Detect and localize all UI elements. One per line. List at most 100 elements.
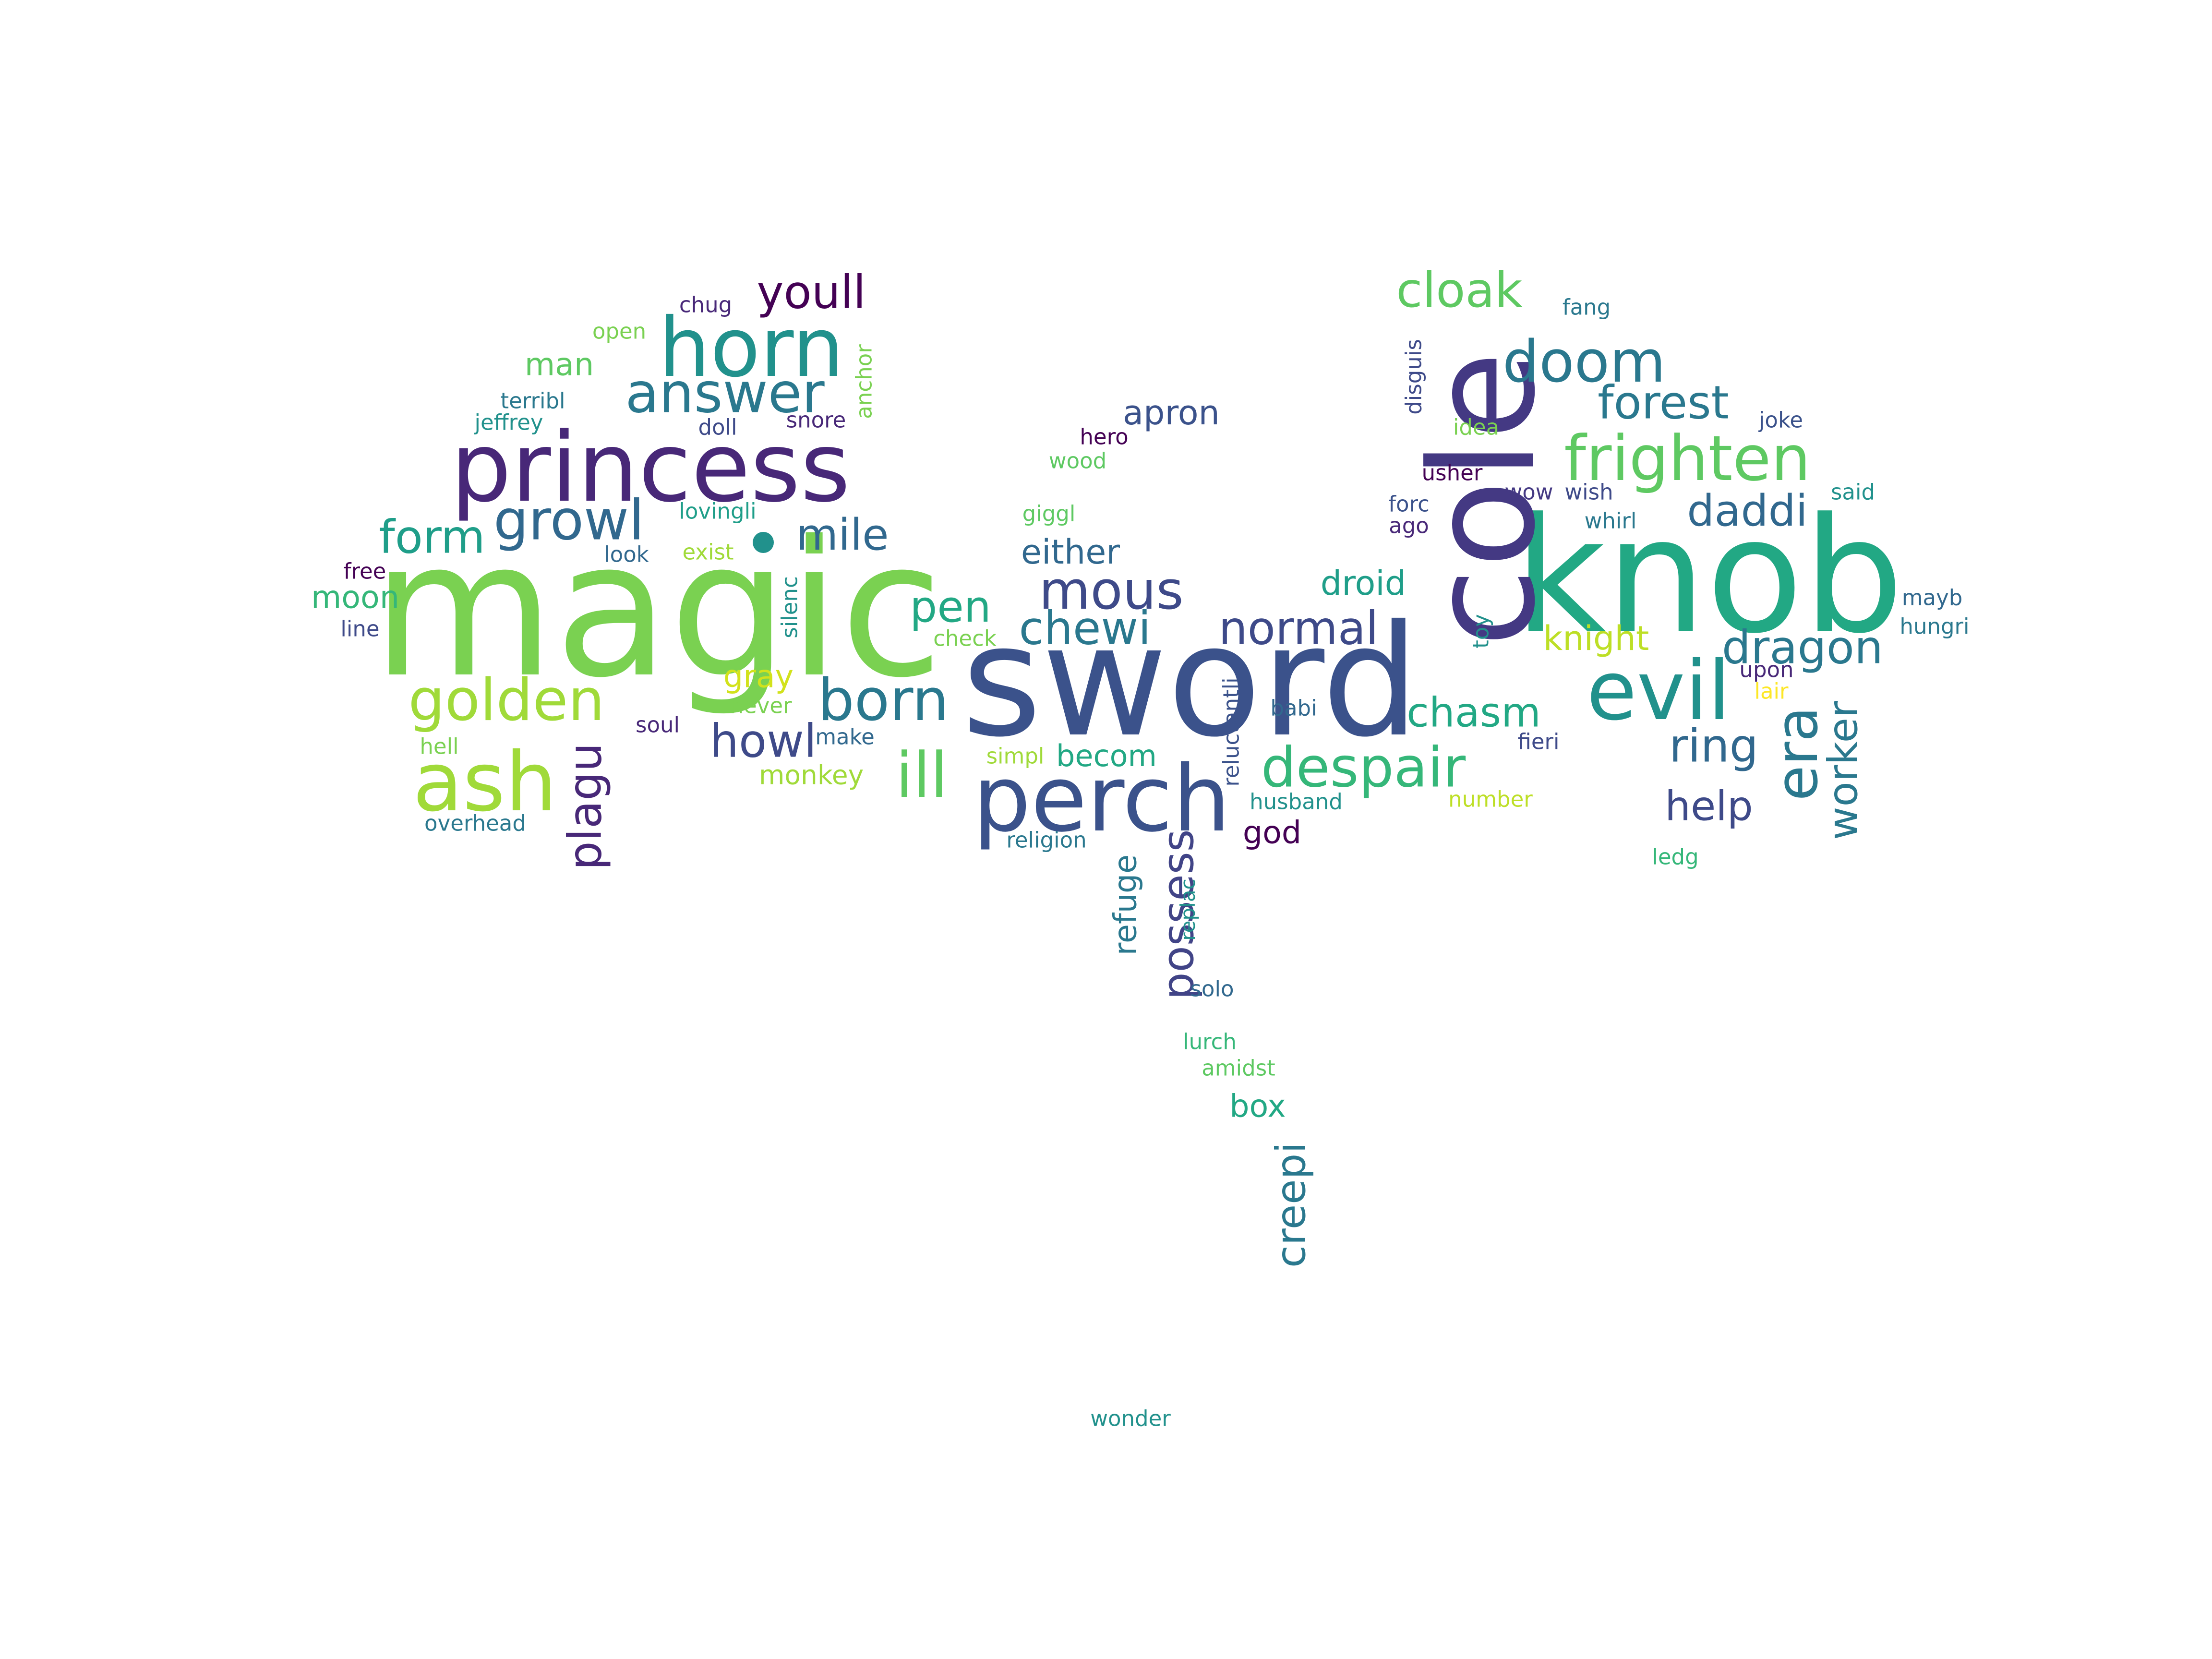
word-apron: apron [1123,393,1220,433]
word-solo: solo [1190,976,1234,1002]
word-doll: doll [698,414,737,440]
word-lair: lair [1754,678,1789,704]
word-open: open [592,318,647,344]
word-ring: ring [1669,720,1758,773]
word-growl: growl [493,488,645,553]
word-husband: husband [1250,789,1343,815]
word-youll: youll [757,266,866,319]
word-ill: ill [895,739,948,812]
word-giggl: giggl [1022,501,1076,527]
word-hell: hell [420,733,459,759]
word-perch: perch [973,746,1231,852]
word-droid: droid [1320,564,1407,603]
word-gray: gray [723,659,794,695]
word-said: said [1830,479,1875,505]
word-forc: forc [1388,491,1430,517]
word-daddi: daddi [1687,486,1808,536]
word-forest: forest [1598,376,1729,430]
word-mile: mile [796,510,889,560]
word-fang: fang [1562,294,1611,320]
word-evil: evil [1587,644,1731,739]
word-plagu: plagu [559,743,612,870]
word-knob: knob [1514,484,1904,668]
word-jeffrey: jeffrey [474,409,543,435]
word-either: either [1021,532,1120,572]
word-babi: babi [1270,695,1317,721]
word-hero: hero [1080,424,1129,450]
word-exist: exist [682,539,734,565]
word-sword: sword [962,592,1419,771]
word-wonder: wonder [1090,1406,1171,1431]
word-era: era [1764,706,1831,801]
word-reluctantli: reluctantli [1218,677,1244,787]
word-refuge: refuge [1107,854,1144,956]
word-golden: golden [408,667,605,734]
word-help: help [1665,782,1753,830]
word-simpl: simpl [986,743,1045,769]
word-replac: replac [1176,878,1200,941]
word-normal: normal [1218,602,1379,655]
word-silenc: silenc [777,576,803,638]
word-pen: pen [910,582,991,632]
word-despair: despair [1261,735,1466,800]
word-wish: wish [1564,479,1613,505]
word-god: god [1242,815,1302,851]
word-ago: ago [1389,513,1429,539]
word-worker: worker [1819,701,1867,840]
word-religion: religion [1006,827,1087,853]
word-princess: princess [450,412,851,524]
word-hungri: hungri [1899,613,1970,639]
word-howl: howl [709,715,817,768]
word-number: number [1448,786,1533,812]
word-ash: ash [412,735,557,830]
word-answer: answer [625,361,825,426]
word-box: box [1229,1088,1286,1125]
word-form: form [379,511,485,564]
word-make: make [815,724,875,750]
word-idea: idea [1453,414,1500,440]
word-dragon: dragon [1721,621,1884,674]
word-line: line [340,616,380,642]
word-mayb: mayb [1901,585,1963,611]
word-chug: chug [679,292,733,318]
word-lovingli: lovingli [679,498,757,524]
word-cloak: cloak [1396,262,1523,318]
word-fieri: fieri [1517,729,1560,755]
word-terribl: terribl [500,388,565,414]
word-anchor: anchor [851,344,877,419]
dot-mark [753,532,774,553]
word-doom: doom [1503,329,1666,396]
word-toy: toy [1468,614,1494,649]
word-born: born [817,667,949,734]
word-magic: magic [372,501,943,719]
word-wood: wood [1048,448,1107,474]
word-look: look [604,541,649,567]
word-horn: horn [658,301,844,396]
word-creepi: creepi [1267,1142,1315,1268]
word-check: check [933,625,997,651]
word-lurch: lurch [1183,1029,1237,1055]
word-man: man [524,347,594,383]
word-usher: usher [1421,460,1483,486]
word-chewi: chewi [1019,602,1151,655]
word-knight: knight [1543,619,1649,658]
word-mous: mous [1039,560,1184,621]
word-frighten: frighten [1564,422,1811,495]
word-disguis: disguis [1401,339,1427,415]
word-overhead: overhead [424,810,526,836]
word-wow: wow [1504,479,1553,505]
word-amidst: amidst [1202,1055,1275,1081]
word-never: never [730,693,792,719]
word-ledg: ledg [1652,844,1699,870]
word-moon: moon [311,579,400,616]
word-soul: soul [636,712,680,738]
word-joke: joke [1758,407,1803,433]
word-becom: becom [1056,738,1157,773]
word-chasm: chasm [1407,689,1541,737]
word-upon: upon [1739,657,1794,683]
word-monkey: monkey [758,759,864,791]
word-snore: snore [786,407,846,433]
word-free: free [343,558,386,584]
word-whirl: whirl [1584,508,1637,534]
